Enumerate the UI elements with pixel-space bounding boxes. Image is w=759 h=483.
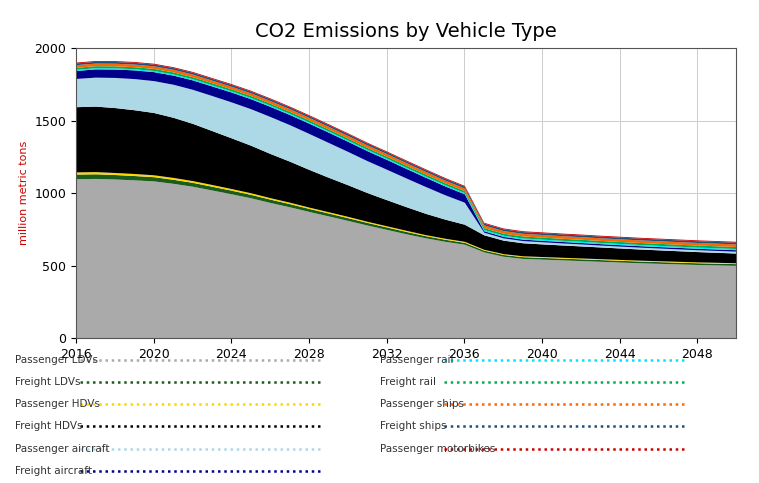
Text: Passenger aircraft: Passenger aircraft: [15, 444, 110, 454]
Text: Freight HDVs: Freight HDVs: [15, 422, 83, 431]
Text: Freight ships: Freight ships: [380, 422, 446, 431]
Y-axis label: million metric tons: million metric tons: [19, 141, 29, 245]
Text: Freight LDVs: Freight LDVs: [15, 377, 80, 387]
Text: Passenger ships: Passenger ships: [380, 399, 464, 409]
Text: Passenger rail: Passenger rail: [380, 355, 453, 365]
Text: Passenger HDVs: Passenger HDVs: [15, 399, 100, 409]
Text: Passenger LDVs: Passenger LDVs: [15, 355, 98, 365]
Text: Passenger motorbikes: Passenger motorbikes: [380, 444, 495, 454]
Title: CO2 Emissions by Vehicle Type: CO2 Emissions by Vehicle Type: [255, 22, 557, 41]
Text: Freight aircraft: Freight aircraft: [15, 466, 92, 476]
Text: Freight rail: Freight rail: [380, 377, 436, 387]
